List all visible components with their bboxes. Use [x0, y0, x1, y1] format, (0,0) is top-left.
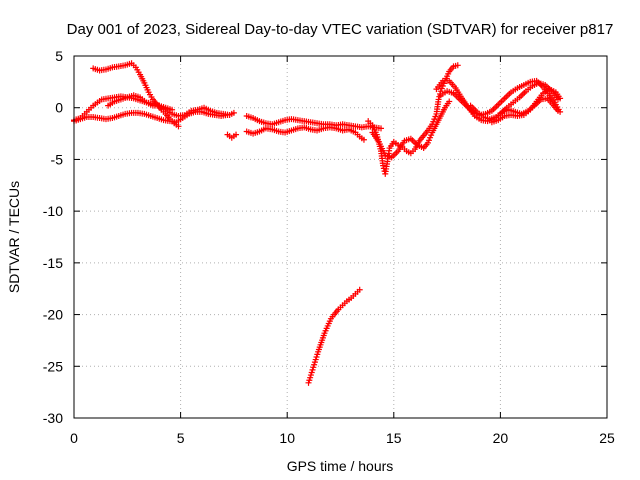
- y-tick-label: 5: [55, 48, 63, 64]
- x-axis-label: GPS time / hours: [287, 458, 394, 474]
- series-evening-wave-d: [488, 86, 564, 126]
- x-tick-label: 10: [279, 430, 295, 446]
- data-point: [175, 123, 182, 130]
- series-evening-wave-b: [437, 77, 564, 118]
- y-tick-label: 0: [55, 100, 63, 116]
- data-point: [378, 125, 385, 132]
- data-point: [446, 98, 453, 105]
- data-point: [380, 162, 387, 169]
- data-point: [454, 62, 461, 69]
- x-tick-label: 15: [386, 430, 402, 446]
- series-afternoon-dip-a: [365, 62, 461, 177]
- series-evening-wave-c: [467, 95, 561, 123]
- data-point: [360, 136, 367, 143]
- y-tick-label: -25: [43, 358, 63, 374]
- x-tick-label: 0: [70, 430, 78, 446]
- series-arc-mid-early: [105, 92, 237, 119]
- data-point: [554, 107, 561, 114]
- data-point: [230, 109, 237, 116]
- series-midday-band-upper: [243, 112, 385, 132]
- plot-frame: [73, 55, 608, 419]
- y-tick-label: -5: [51, 151, 64, 167]
- data-point: [557, 95, 564, 102]
- y-tick-label: -10: [43, 203, 63, 219]
- data-point: [233, 131, 240, 138]
- y-tick-label: -30: [43, 410, 63, 426]
- y-tick-label: -15: [43, 255, 63, 271]
- series-short-dip: [224, 131, 240, 141]
- x-tick-label: 5: [177, 430, 185, 446]
- axis-ticks: 0 5 10 15 20 25 5 0 -5 -10 -15 -20 -25 -30: [43, 48, 615, 446]
- x-tick-label: 20: [493, 430, 509, 446]
- data-point: [356, 286, 363, 293]
- series-afternoon-dip-b: [369, 98, 453, 161]
- x-tick-label: 25: [599, 430, 615, 446]
- data-point: [435, 96, 442, 103]
- y-axis-label: SDTVAR / TECUs: [6, 181, 22, 293]
- series-detached-arc: [305, 286, 363, 386]
- chart-title: Day 001 of 2023, Sidereal Day-to-day VTE…: [67, 21, 614, 38]
- data-marks: [71, 60, 564, 386]
- series-midday-band-lower: [243, 124, 367, 143]
- data-point: [436, 93, 443, 100]
- y-tick-label: -20: [43, 307, 63, 323]
